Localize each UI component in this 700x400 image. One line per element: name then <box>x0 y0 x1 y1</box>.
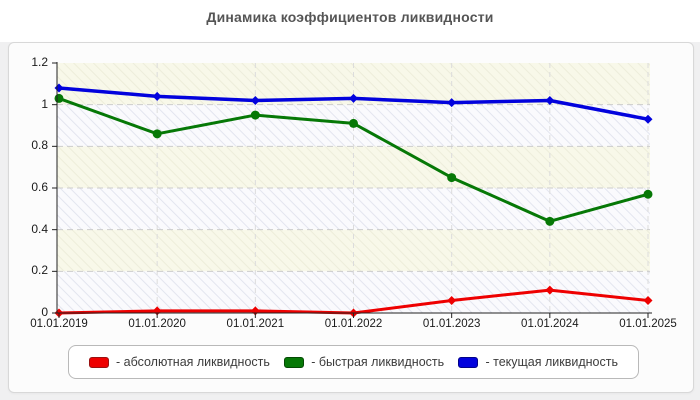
legend-swatch-icon <box>458 356 479 368</box>
x-axis-tick-label: 01.01.2019 <box>30 318 88 330</box>
y-axis-tick-label: 1.2 <box>31 55 48 69</box>
chart-title: Динамика коэффициентов ликвидности <box>206 9 494 25</box>
data-point <box>545 285 555 295</box>
y-axis-tick-label: 0.8 <box>31 138 48 153</box>
data-point <box>152 91 162 101</box>
legend-label: - текущая ликвидность <box>485 355 618 369</box>
legend-label: - быстрая ликвидность <box>311 355 445 369</box>
data-point <box>447 98 457 108</box>
legend-item: - текущая ликвидность <box>458 355 618 369</box>
plot-series-lines <box>54 83 653 318</box>
legend: - абсолютная ликвидность - быстрая ликвид… <box>68 345 639 379</box>
data-point <box>152 129 162 139</box>
data-point <box>643 114 653 124</box>
chart-header: Динамика коэффициентов ликвидности <box>0 0 700 42</box>
legend-label: - абсолютная ликвидность <box>116 355 270 369</box>
data-point <box>447 173 457 183</box>
y-axis-tick-label: 1 <box>41 96 48 111</box>
data-point <box>545 96 555 105</box>
data-point <box>54 93 64 103</box>
data-point <box>250 96 260 105</box>
x-axis-tick-label: 01.01.2025 <box>619 318 677 330</box>
plot-gridlines <box>57 63 650 313</box>
y-axis-tick-label: 0.6 <box>31 180 48 194</box>
x-axis-tick-label: 01.01.2021 <box>226 318 285 330</box>
y-axis-tick-label: 0 <box>41 305 48 319</box>
legend-item: - абсолютная ликвидность <box>89 355 270 369</box>
data-point <box>447 296 457 305</box>
data-point <box>643 189 653 199</box>
x-axis-tick-label: 01.01.2024 <box>521 318 579 330</box>
plot-axes <box>52 62 652 318</box>
y-axis-tick-label: 0.4 <box>31 221 48 236</box>
data-point <box>250 110 260 120</box>
y-axis-tick-label: 0.2 <box>31 263 48 278</box>
legend-item: - быстрая ликвидность <box>284 355 444 369</box>
x-axis-tick-label: 01.01.2023 <box>422 318 481 330</box>
legend-swatch-icon <box>89 356 109 368</box>
data-point <box>349 93 358 103</box>
data-point <box>643 296 653 305</box>
legend-swatch-icon <box>284 356 305 368</box>
x-axis-tick-label: 01.01.2020 <box>128 318 186 330</box>
x-axis-tick-label: 01.01.2022 <box>324 318 383 330</box>
data-point <box>545 216 555 226</box>
data-point <box>349 118 358 128</box>
